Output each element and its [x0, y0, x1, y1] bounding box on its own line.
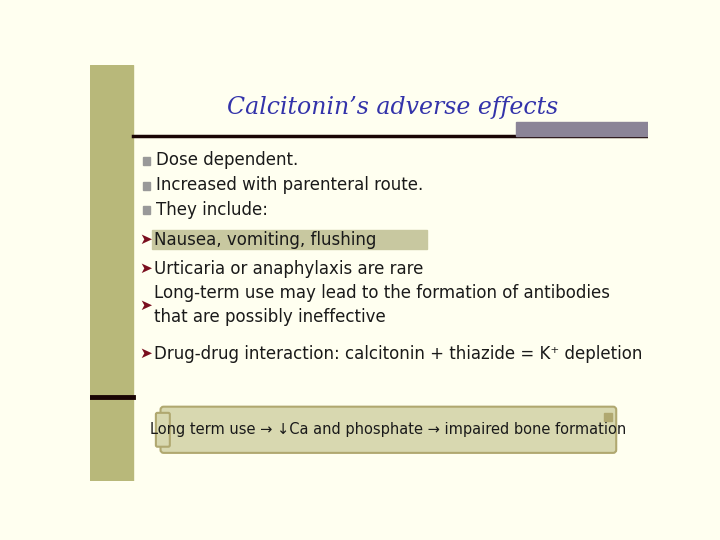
Text: Drug-drug interaction: calcitonin + thiazide = K⁺ depletion: Drug-drug interaction: calcitonin + thia… — [154, 345, 643, 362]
Bar — [516, 122, 648, 136]
FancyBboxPatch shape — [156, 413, 170, 447]
FancyBboxPatch shape — [161, 407, 616, 453]
Bar — [604, 413, 611, 421]
Bar — [90, 65, 132, 481]
Text: Calcitonin’s adverse effects: Calcitonin’s adverse effects — [227, 96, 558, 119]
Bar — [143, 206, 150, 214]
Text: ➤: ➤ — [139, 346, 152, 361]
Text: ➤: ➤ — [139, 261, 152, 276]
Bar — [143, 182, 150, 190]
Text: Dose dependent.: Dose dependent. — [156, 151, 298, 169]
Text: ➤: ➤ — [139, 232, 152, 247]
Text: Long-term use may lead to the formation of antibodies
that are possibly ineffect: Long-term use may lead to the formation … — [154, 284, 611, 326]
Text: Nausea, vomiting, flushing: Nausea, vomiting, flushing — [154, 231, 377, 248]
Text: Increased with parenteral route.: Increased with parenteral route. — [156, 176, 423, 194]
Bar — [152, 231, 427, 249]
Text: ➤: ➤ — [139, 298, 152, 313]
Text: They include:: They include: — [156, 200, 268, 219]
Text: Urticaria or anaphylaxis are rare: Urticaria or anaphylaxis are rare — [154, 260, 423, 278]
Bar — [143, 157, 150, 165]
Text: Long term use → ↓Ca and phosphate → impaired bone formation: Long term use → ↓Ca and phosphate → impa… — [150, 422, 626, 437]
